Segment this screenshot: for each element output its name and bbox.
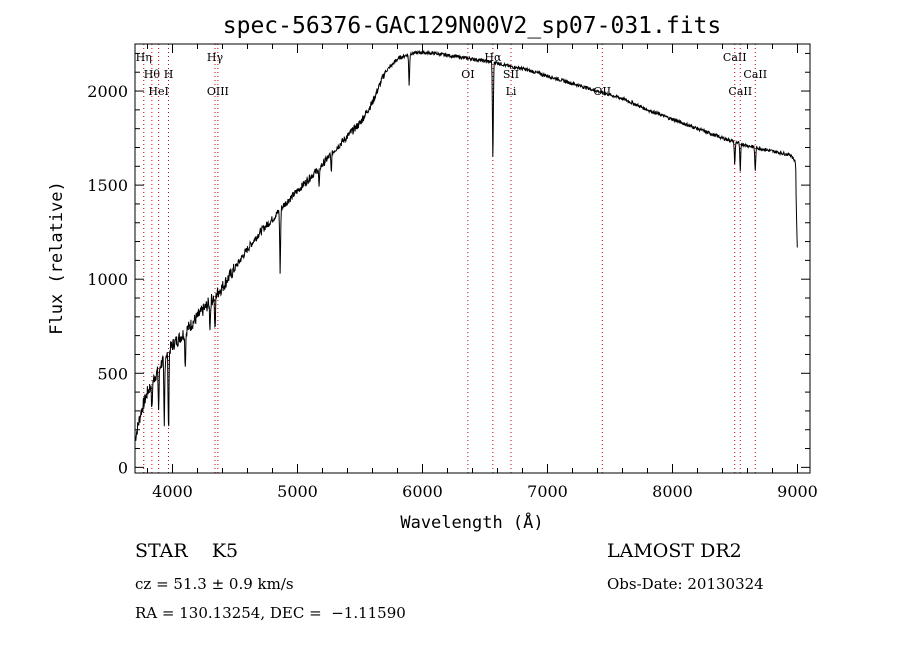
x-tick-label: 5000 xyxy=(277,482,318,501)
line-marker-label: Hγ xyxy=(207,51,224,64)
x-tick-label: 4000 xyxy=(152,482,193,501)
line-marker-label: H xyxy=(164,68,174,81)
line-marker-label: Hα xyxy=(484,51,502,64)
line-marker-label: HeI xyxy=(148,85,168,98)
survey-name: LAMOST DR2 xyxy=(607,540,742,562)
plot-frame xyxy=(134,43,811,474)
line-marker-label: Hθ xyxy=(144,68,161,81)
y-tick-label: 500 xyxy=(97,364,128,383)
object-class: STAR K5 xyxy=(135,540,239,562)
y-tick-label: 0 xyxy=(118,458,128,477)
y-tick-label: 2000 xyxy=(87,82,128,101)
y-axis-label: Flux (relative) xyxy=(47,181,67,335)
x-tick-label: 7000 xyxy=(527,482,568,501)
line-marker-label: CaII xyxy=(723,51,747,64)
line-marker-label: CaII xyxy=(743,68,767,81)
line-marker-label: SII xyxy=(503,68,519,81)
line-marker-label: Li xyxy=(506,85,517,98)
x-axis-label: Wavelength (Å) xyxy=(400,511,543,533)
line-marker-label: CaII xyxy=(728,85,752,98)
line-marker-label: Hη xyxy=(136,51,152,64)
x-tick-label: 6000 xyxy=(402,482,443,501)
y-tick-label: 1500 xyxy=(87,176,128,195)
line-marker-label: OIII xyxy=(207,85,229,98)
x-tick-label: 8000 xyxy=(652,482,693,501)
redshift-readout: cz = 51.3 ± 0.9 km/s xyxy=(135,575,294,593)
spectrum-line xyxy=(135,49,798,441)
observation-date: Obs-Date: 20130324 xyxy=(607,575,764,593)
axis-ticks: 4000 5000 6000 7000 8000 9000 0 500 1000 1500 2000 xyxy=(87,44,818,501)
x-tick-label: 9000 xyxy=(777,482,818,501)
coordinates-readout: RA = 130.13254, DEC = −1.11590 xyxy=(135,604,406,622)
line-marker-label: OI xyxy=(461,68,474,81)
chart-title: spec-56376-GAC129N00V2_sp07-031.fits xyxy=(223,13,722,39)
y-tick-label: 1000 xyxy=(87,270,128,289)
